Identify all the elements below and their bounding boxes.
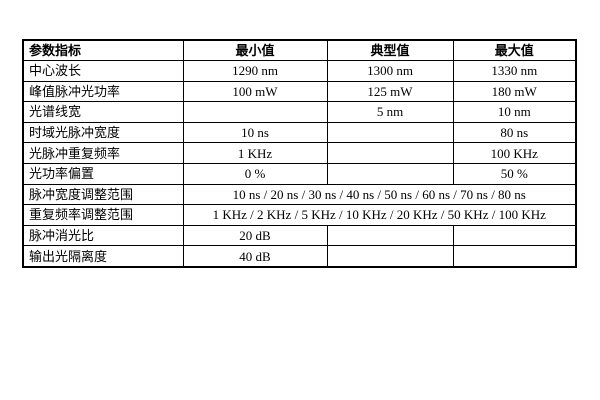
param-cell: 光谱线宽 [22,101,184,123]
table-row-repetition-rate-range: 重复频率调整范围 1 KHz / 2 KHz / 5 KHz / 10 KHz … [22,204,577,226]
min-cell: 40 dB [182,245,328,268]
typ-cell: 125 mW [326,80,454,103]
typ-cell: 1300 nm [326,60,454,82]
table-row-pulse-width-range: 脉冲宽度调整范围 10 ns / 20 ns / 30 ns / 40 ns /… [22,183,577,206]
min-cell: 1 KHz [182,142,328,164]
param-cell: 脉冲消光比 [22,224,184,247]
typ-cell [326,245,454,268]
min-cell: 10 ns [182,121,328,144]
max-cell: 50 % [452,162,577,185]
param-cell: 输出光隔离度 [22,245,184,268]
header-max: 最大值 [452,39,577,61]
table-row-repetition-rate: 光脉冲重复频率 1 KHz 100 KHz [22,142,577,164]
param-spec-table: 参数指标 最小值 典型值 最大值 中心波长 1290 nm 1300 nm 13… [22,39,577,268]
param-cell: 峰值脉冲光功率 [22,80,184,103]
header-min: 最小值 [182,39,328,61]
table-row-peak-pulse-power: 峰值脉冲光功率 100 mW 125 mW 180 mW [22,80,577,103]
min-cell: 20 dB [182,224,328,247]
param-cell: 脉冲宽度调整范围 [22,183,184,206]
max-cell: 10 nm [452,101,577,123]
table-header-row: 参数指标 最小值 典型值 最大值 [22,39,577,61]
typ-cell: 5 nm [326,101,454,123]
span-cell: 10 ns / 20 ns / 30 ns / 40 ns / 50 ns / … [182,183,577,206]
max-cell [452,245,577,268]
param-cell: 中心波长 [22,60,184,82]
max-cell: 100 KHz [452,142,577,164]
max-cell: 80 ns [452,121,577,144]
table-row-center-wavelength: 中心波长 1290 nm 1300 nm 1330 nm [22,60,577,82]
min-cell: 100 mW [182,80,328,103]
max-cell [452,224,577,247]
span-cell: 1 KHz / 2 KHz / 5 KHz / 10 KHz / 20 KHz … [182,204,577,226]
header-typical: 典型值 [326,39,454,61]
param-cell: 重复频率调整范围 [22,204,184,226]
max-cell: 180 mW [452,80,577,103]
min-cell [182,101,328,123]
typ-cell [326,224,454,247]
param-cell: 光脉冲重复频率 [22,142,184,164]
header-param: 参数指标 [22,39,184,61]
table-row-power-offset: 光功率偏置 0 % 50 % [22,162,577,185]
typ-cell [326,121,454,144]
table-row-output-isolation: 输出光隔离度 40 dB [22,245,577,268]
table-row-extinction-ratio: 脉冲消光比 20 dB [22,224,577,247]
param-cell: 时域光脉冲宽度 [22,121,184,144]
min-cell: 0 % [182,162,328,185]
table-row-pulse-width: 时域光脉冲宽度 10 ns 80 ns [22,121,577,144]
typ-cell [326,162,454,185]
typ-cell [326,142,454,164]
min-cell: 1290 nm [182,60,328,82]
param-cell: 光功率偏置 [22,162,184,185]
max-cell: 1330 nm [452,60,577,82]
table-row-spectral-linewidth: 光谱线宽 5 nm 10 nm [22,101,577,123]
